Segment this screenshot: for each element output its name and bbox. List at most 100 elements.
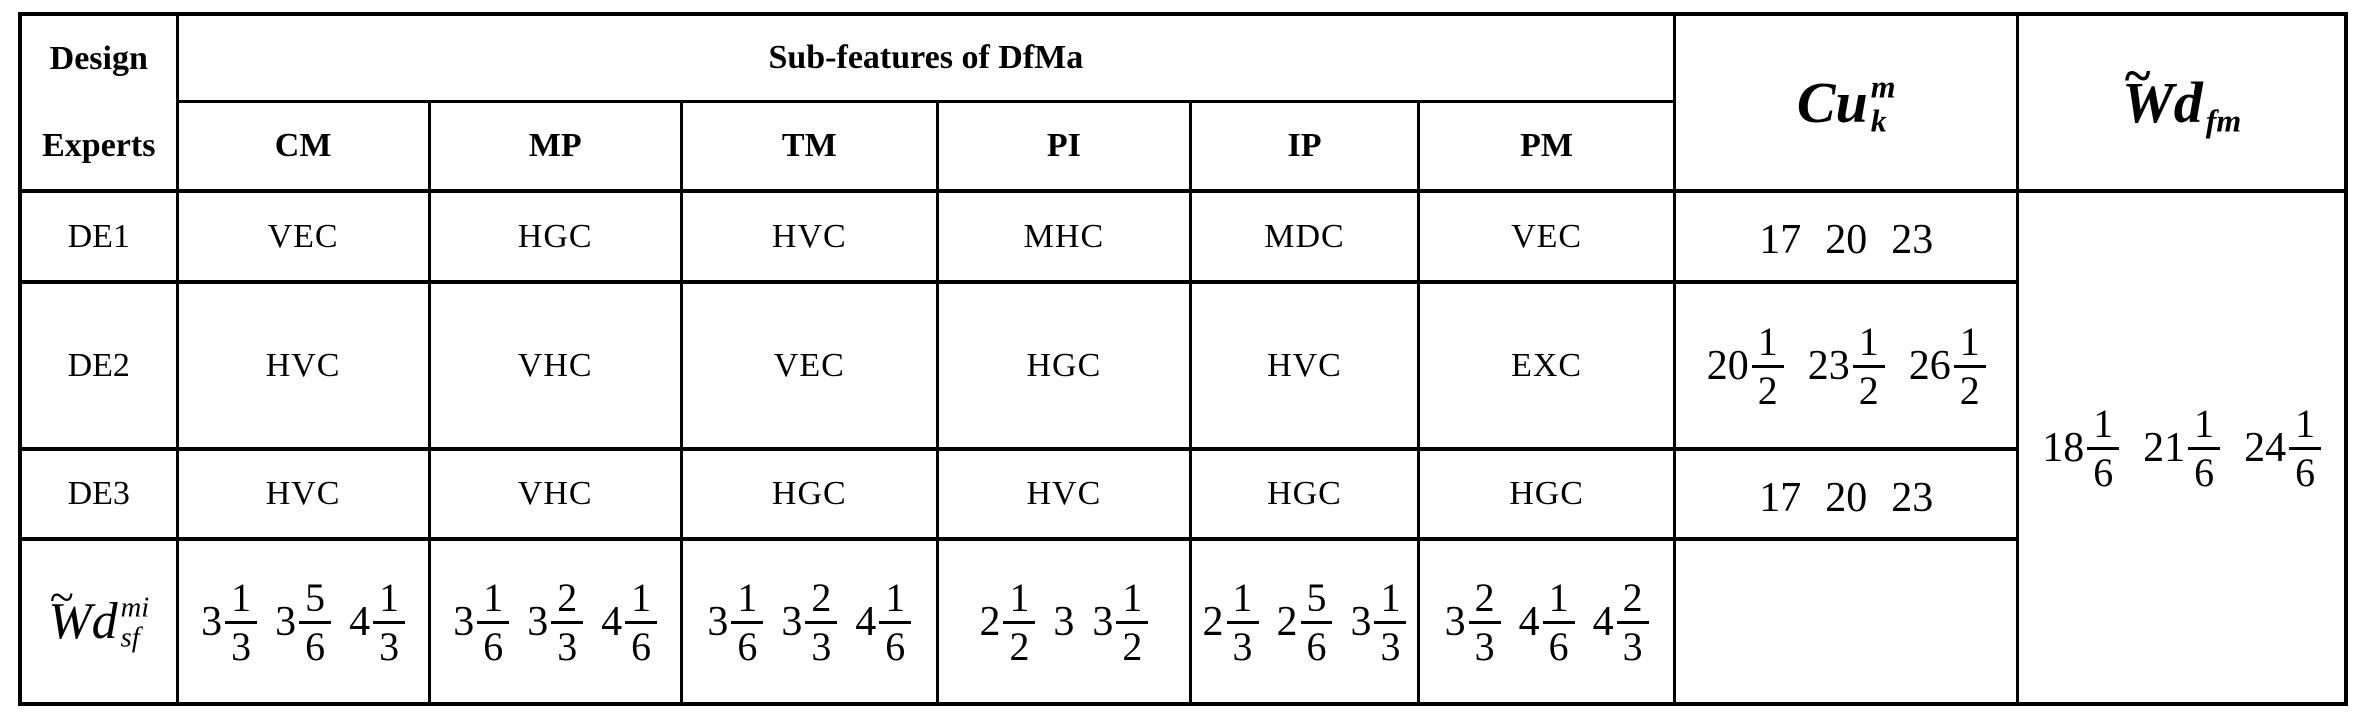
code-cell: HVC bbox=[175, 280, 431, 452]
fraction-denominator: 2 bbox=[1009, 624, 1030, 670]
whole-part: 20 bbox=[1706, 342, 1749, 389]
subfeature-col-pm: PM bbox=[1417, 100, 1677, 194]
mixed-number: 3 bbox=[1053, 601, 1074, 643]
wd-sf-base: Wd bbox=[48, 592, 118, 650]
whole-part: 20 bbox=[1825, 217, 1868, 264]
whole-part: 17 bbox=[1759, 474, 1802, 521]
fraction-denominator: 3 bbox=[1622, 624, 1643, 670]
cu-values-de1: 17 20 23 bbox=[1673, 189, 2020, 285]
wd-fm-base-wrap: ~ Wd bbox=[2122, 51, 2203, 132]
header-subfeatures-title: Sub-features of DfMa bbox=[175, 12, 1677, 104]
whole-part: 21 bbox=[2143, 424, 2186, 471]
whole-part: 17 bbox=[1759, 217, 1802, 264]
fraction-numerator: 2 bbox=[805, 577, 838, 625]
subfeature-col-mp: MP bbox=[427, 100, 683, 194]
fraction-numerator: 2 bbox=[551, 577, 584, 625]
fraction-denominator: 3 bbox=[557, 624, 578, 670]
whole-part: 3 bbox=[453, 598, 475, 645]
cu-values-de2: 20 1 2 23 1 2 26 1 2 bbox=[1673, 280, 2020, 452]
subfeature-col-pi: PI bbox=[935, 100, 1192, 194]
code-cell: HVC bbox=[175, 447, 431, 542]
fraction-denominator: 3 bbox=[379, 624, 400, 670]
fraction-denominator: 6 bbox=[631, 624, 652, 670]
fraction-numerator: 1 bbox=[2289, 403, 2322, 451]
fraction-numerator: 1 bbox=[1374, 577, 1407, 625]
fraction-denominator: 6 bbox=[737, 624, 758, 670]
subfeature-col-tm: TM bbox=[679, 100, 939, 194]
wd-sf-math-label: ~ Wd mi sf bbox=[48, 575, 150, 653]
wd-fm-supsub: fm bbox=[2206, 71, 2241, 138]
row-de2: DE2 HVC VHC VEC HGC HVC EXC 20 1 2 23 1 2 26 1 2 bbox=[18, 280, 2346, 452]
wd-sf-supsub: mi sf bbox=[121, 593, 150, 653]
cu-bottom-empty-cell bbox=[1673, 537, 2020, 707]
fraction-denominator: 6 bbox=[305, 624, 326, 670]
whole-part: 24 bbox=[2244, 424, 2287, 471]
mixed-number: 20 bbox=[1825, 477, 1867, 519]
fraction-numerator: 1 bbox=[477, 577, 510, 625]
fraction-numerator: 1 bbox=[1542, 577, 1575, 625]
fraction-numerator: 1 bbox=[1003, 577, 1036, 625]
row-label-de3: DE3 bbox=[18, 447, 179, 542]
mixed-number: 20 bbox=[1825, 219, 1867, 261]
wd-fm-subscript: fm bbox=[2205, 103, 2242, 139]
fraction-numerator: 1 bbox=[879, 577, 912, 625]
whole-part: 4 bbox=[601, 598, 623, 645]
mixed-number: 23 bbox=[1891, 219, 1933, 261]
fraction-denominator: 2 bbox=[1122, 624, 1143, 670]
wd-fm-merged-cell: 18 1 6 21 1 6 24 1 6 bbox=[2016, 189, 2348, 707]
whole-part: 3 bbox=[781, 598, 803, 645]
fraction-numerator: 5 bbox=[1300, 577, 1333, 625]
whole-part: 3 bbox=[1350, 598, 1372, 645]
weights-row-label: ~ Wd mi sf bbox=[18, 537, 179, 707]
whole-part: 23 bbox=[1807, 342, 1850, 389]
code-cell: HVC bbox=[1188, 280, 1421, 452]
fraction-denominator: 2 bbox=[1757, 368, 1778, 414]
mixed-number: 18 1 6 bbox=[2042, 403, 2120, 493]
whole-part: 4 bbox=[1518, 598, 1540, 645]
fraction-numerator: 2 bbox=[1616, 577, 1649, 625]
fraction-numerator: 1 bbox=[2188, 403, 2221, 451]
wd-sf-base-wrap: ~ Wd bbox=[48, 575, 118, 650]
fraction-denominator: 2 bbox=[1959, 368, 1980, 414]
wd-fm-math-label: ~ Wd fm bbox=[2122, 51, 2241, 138]
fraction-denominator: 6 bbox=[1548, 624, 1569, 670]
code-cell: HGC bbox=[679, 447, 939, 542]
wd-fm-base: Wd bbox=[2122, 69, 2203, 135]
mixed-number: 21 1 6 bbox=[2143, 403, 2221, 493]
code-cell: MDC bbox=[1188, 189, 1421, 285]
code-cell: HVC bbox=[679, 189, 939, 285]
code-cell: HGC bbox=[1417, 447, 1677, 542]
fraction-numerator: 1 bbox=[1953, 321, 1986, 369]
tilde-accent: ~ bbox=[49, 572, 74, 622]
fraction-numerator: 5 bbox=[299, 577, 332, 625]
fraction-denominator: 6 bbox=[1306, 624, 1327, 670]
fraction-denominator: 3 bbox=[1380, 624, 1401, 670]
